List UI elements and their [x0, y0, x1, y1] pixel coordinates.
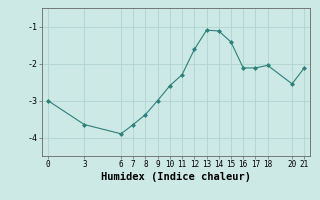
X-axis label: Humidex (Indice chaleur): Humidex (Indice chaleur) — [101, 172, 251, 182]
